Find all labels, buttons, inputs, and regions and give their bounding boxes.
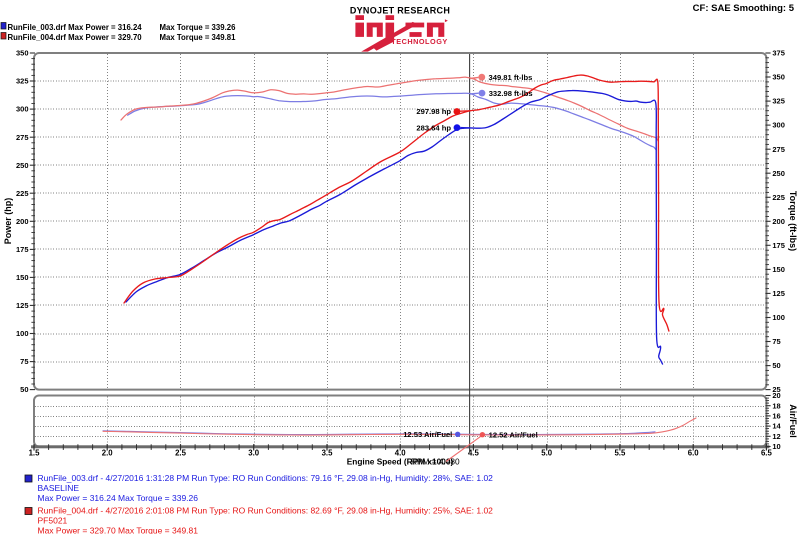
svg-text:3.0: 3.0 (248, 449, 260, 458)
svg-text:2.5: 2.5 (175, 449, 187, 458)
svg-text:BASELINE: BASELINE (38, 483, 80, 493)
svg-text:TECHNOLOGY: TECHNOLOGY (391, 37, 447, 46)
svg-text:150: 150 (16, 273, 29, 282)
svg-text:5.0: 5.0 (541, 449, 553, 458)
svg-text:CF: SAE Smoothing: 5: CF: SAE Smoothing: 5 (693, 3, 795, 14)
svg-text:Max Power = 316.24 Max Torque: Max Power = 316.24 Max Torque = 339.26 (38, 493, 199, 503)
svg-text:100: 100 (16, 329, 29, 338)
svg-text:16: 16 (772, 412, 780, 421)
svg-text:350: 350 (16, 49, 29, 58)
svg-text:300: 300 (772, 121, 785, 130)
svg-text:350: 350 (772, 73, 785, 82)
svg-text:200: 200 (16, 217, 29, 226)
svg-text:175: 175 (772, 241, 785, 250)
svg-text:Max Power = 329.70 Max Torque: Max Power = 329.70 Max Torque = 349.81 (38, 526, 199, 534)
svg-text:10: 10 (772, 442, 780, 451)
svg-text:100: 100 (772, 313, 785, 322)
svg-text:275: 275 (16, 133, 29, 142)
svg-text:250: 250 (772, 169, 785, 178)
svg-text:20: 20 (772, 391, 780, 400)
svg-text:275: 275 (772, 145, 785, 154)
svg-text:297.98 hp: 297.98 hp (416, 107, 451, 116)
svg-text:225: 225 (16, 189, 29, 198)
svg-text:Air/Fuel: Air/Fuel (788, 404, 798, 438)
svg-text:DYNOJET RESEARCH: DYNOJET RESEARCH (350, 5, 450, 15)
svg-text:RunFile_004.drf Max Power = 32: RunFile_004.drf Max Power = 329.70 (8, 33, 143, 42)
svg-text:5.5: 5.5 (614, 449, 626, 458)
svg-text:225: 225 (772, 193, 785, 202)
svg-text:6.5: 6.5 (761, 449, 773, 458)
svg-text:Max Torque = 339.26: Max Torque = 339.26 (160, 23, 237, 32)
svg-text:50: 50 (772, 361, 780, 370)
svg-text:175: 175 (16, 245, 29, 254)
svg-text:325: 325 (16, 77, 29, 86)
svg-text:3.5: 3.5 (322, 449, 334, 458)
svg-text:Power (hp): Power (hp) (3, 198, 13, 245)
svg-text:200: 200 (772, 217, 785, 226)
svg-text:12.53 Air/Fuel: 12.53 Air/Fuel (403, 430, 452, 439)
svg-text:50: 50 (20, 385, 28, 394)
svg-text:325: 325 (772, 97, 785, 106)
svg-text:125: 125 (772, 289, 785, 298)
svg-text:150: 150 (772, 265, 785, 274)
svg-text:14: 14 (772, 422, 781, 431)
svg-text:332.98 ft-lbs: 332.98 ft-lbs (489, 89, 533, 98)
svg-text:349.81 ft-lbs: 349.81 ft-lbs (489, 73, 533, 82)
svg-text:75: 75 (772, 337, 780, 346)
svg-text:300: 300 (16, 105, 29, 114)
svg-text:2.0: 2.0 (102, 449, 114, 458)
svg-text:RunFile_004.drf - 4/27/2016 2:: RunFile_004.drf - 4/27/2016 2:01:08 PM R… (38, 506, 494, 516)
svg-text:375: 375 (772, 49, 785, 58)
svg-text:RPM = 4.480: RPM = 4.480 (411, 457, 460, 467)
svg-text:6.0: 6.0 (688, 449, 700, 458)
svg-text:12.52 Air/Fuel: 12.52 Air/Fuel (489, 430, 538, 439)
svg-text:RunFile_003.drf - 4/27/2016 1:: RunFile_003.drf - 4/27/2016 1:31:28 PM R… (38, 473, 494, 483)
svg-text:RunFile_003.drf Max Power = 31: RunFile_003.drf Max Power = 316.24 (8, 23, 143, 32)
svg-text:12: 12 (772, 432, 780, 441)
svg-text:75: 75 (20, 357, 28, 366)
svg-text:250: 250 (16, 161, 29, 170)
svg-text:125: 125 (16, 301, 29, 310)
svg-text:Torque (ft-lbs): Torque (ft-lbs) (788, 191, 798, 251)
svg-text:PF5021: PF5021 (38, 516, 68, 526)
svg-text:Max Torque = 349.81: Max Torque = 349.81 (160, 33, 237, 42)
svg-text:1.5: 1.5 (29, 449, 41, 458)
svg-text:283.64 hp: 283.64 hp (416, 123, 451, 132)
svg-text:18: 18 (772, 401, 780, 410)
